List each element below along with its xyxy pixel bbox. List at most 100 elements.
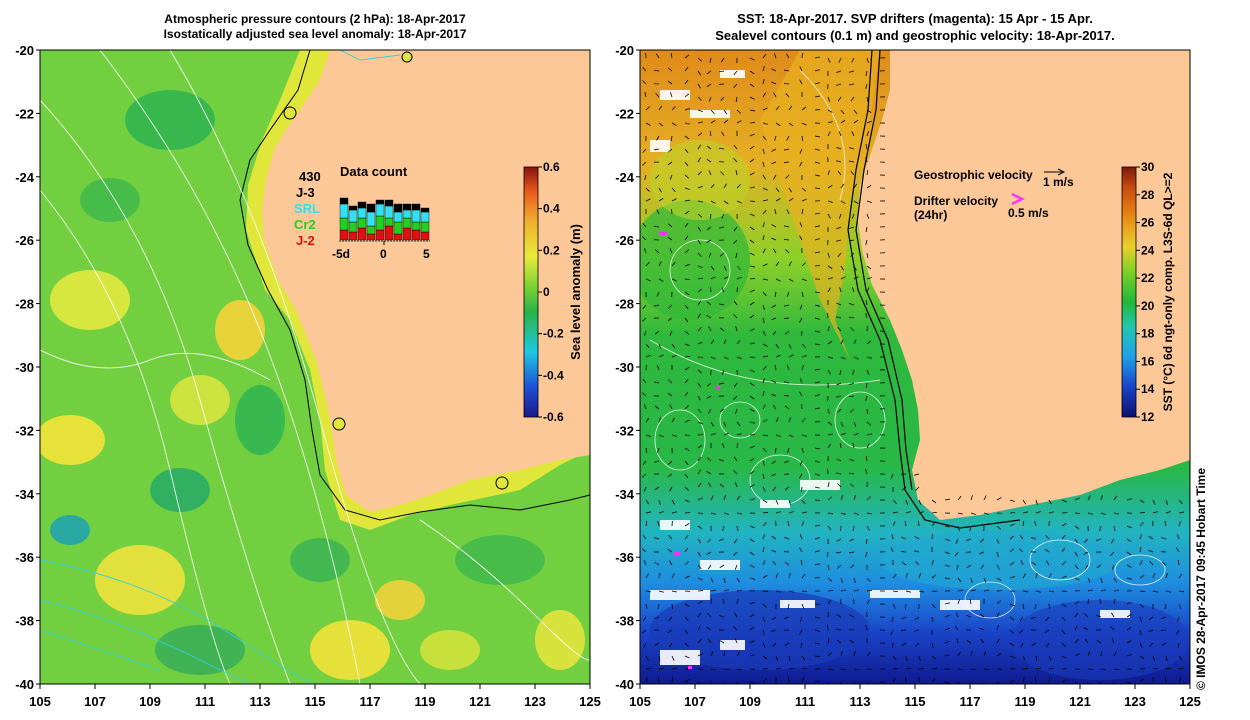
velocity-vector <box>723 276 729 280</box>
velocity-vector <box>775 261 780 267</box>
velocity-vector <box>1087 668 1094 671</box>
count-bar-segment <box>402 209 412 219</box>
velocity-vector <box>1176 534 1180 540</box>
velocity-vector <box>671 677 674 683</box>
velocity-vector <box>839 287 842 293</box>
velocity-vector <box>697 369 703 374</box>
velocity-vector <box>814 69 820 72</box>
velocity-vector <box>1048 677 1051 683</box>
velocity-vector <box>749 614 755 618</box>
velocity-vector <box>1034 603 1037 609</box>
velocity-vector <box>642 378 647 384</box>
velocity-vector <box>784 304 790 307</box>
right-ytick-label: -28 <box>615 297 634 312</box>
velocity-vector <box>708 170 712 176</box>
left-xtick-label: 113 <box>250 694 271 709</box>
velocity-vector <box>749 145 755 150</box>
velocity-vector <box>827 131 831 137</box>
velocity-vector <box>684 523 690 527</box>
velocity-vector <box>801 262 806 267</box>
velocity-vector <box>697 252 702 257</box>
velocity-vector <box>762 209 767 215</box>
velocity-vector <box>1009 561 1015 566</box>
count-bar-segment <box>366 211 376 227</box>
velocity-vector <box>645 278 651 282</box>
right-xtick-label: 123 <box>1124 694 1146 709</box>
velocity-vector <box>775 187 780 193</box>
velocity-vector <box>736 589 742 592</box>
velocity-vector <box>723 668 729 671</box>
velocity-vector <box>710 265 715 271</box>
velocity-vector <box>836 382 842 386</box>
velocity-vector <box>955 612 959 618</box>
velocity-vector <box>996 612 1000 618</box>
velocity-vector <box>1031 616 1037 619</box>
velocity-vector <box>957 599 961 605</box>
velocity-vector <box>775 434 781 438</box>
velocity-vector <box>1034 521 1037 527</box>
velocity-vector <box>827 652 832 657</box>
velocity-vector <box>1061 629 1066 635</box>
velocity-vector <box>706 145 712 150</box>
velocity-vector <box>697 625 701 631</box>
velocity-vector <box>669 248 673 254</box>
velocity-vector <box>775 667 782 670</box>
velocity-vector <box>708 326 712 332</box>
velocity-vector <box>710 495 714 501</box>
velocity-vector <box>1152 590 1158 593</box>
velocity-vector <box>658 655 661 661</box>
left-ytick-label: -38 <box>15 614 34 629</box>
velocity-vector <box>784 561 790 566</box>
velocity-vector <box>814 368 820 371</box>
velocity-vector <box>1099 599 1102 605</box>
velocity-vector <box>735 408 738 414</box>
velocity-vector <box>1074 497 1080 501</box>
velocity-vector <box>957 512 963 515</box>
velocity-vector <box>697 497 703 501</box>
velocity-vector <box>865 395 868 401</box>
velocity-vector <box>749 186 755 189</box>
velocity-vector <box>684 210 690 215</box>
velocity-vector <box>1061 642 1066 647</box>
velocity-vector <box>734 482 738 488</box>
velocity-vector <box>749 484 755 488</box>
velocity-vector <box>706 315 712 319</box>
velocity-vector <box>1084 538 1089 543</box>
velocity-vector <box>642 317 647 322</box>
left-xtick-label: 119 <box>415 694 436 709</box>
velocity-vector <box>749 470 755 475</box>
velocity-vector <box>866 265 872 270</box>
velocity-vector <box>1126 551 1132 556</box>
count-bar-segment <box>393 203 403 213</box>
velocity-vector <box>865 144 868 150</box>
mission-cr2: Cr2 <box>294 217 316 232</box>
velocity-vector <box>657 603 660 609</box>
velocity-vector <box>667 80 673 85</box>
velocity-vector <box>788 278 794 282</box>
velocity-vector <box>670 53 673 59</box>
velocity-vector <box>1009 655 1015 658</box>
velocity-vector <box>723 432 729 436</box>
velocity-vector <box>1139 511 1146 514</box>
velocity-vector <box>697 469 701 475</box>
velocity-vector <box>749 395 755 400</box>
right-xtick-label: 115 <box>905 694 926 709</box>
velocity-vector <box>736 369 738 376</box>
count-bar-segment <box>402 203 412 211</box>
velocity-vector <box>722 599 725 605</box>
velocity-vector <box>749 577 755 580</box>
velocity-vector <box>668 616 673 621</box>
left-ytick-label: -32 <box>15 423 34 438</box>
velocity-vector <box>645 106 650 111</box>
drifter-velocity-label: Drifter velocity <box>914 194 998 208</box>
left-ytick-label: -20 <box>15 43 34 58</box>
velocity-vector <box>733 158 738 163</box>
velocity-vector <box>892 574 897 579</box>
velocity-vector <box>762 404 766 410</box>
velocity-vector <box>720 171 725 176</box>
velocity-vector <box>1113 525 1116 531</box>
velocity-vector <box>914 473 920 476</box>
count-bar-segment <box>375 199 385 205</box>
velocity-vector <box>671 187 676 192</box>
velocity-vector <box>837 96 842 102</box>
